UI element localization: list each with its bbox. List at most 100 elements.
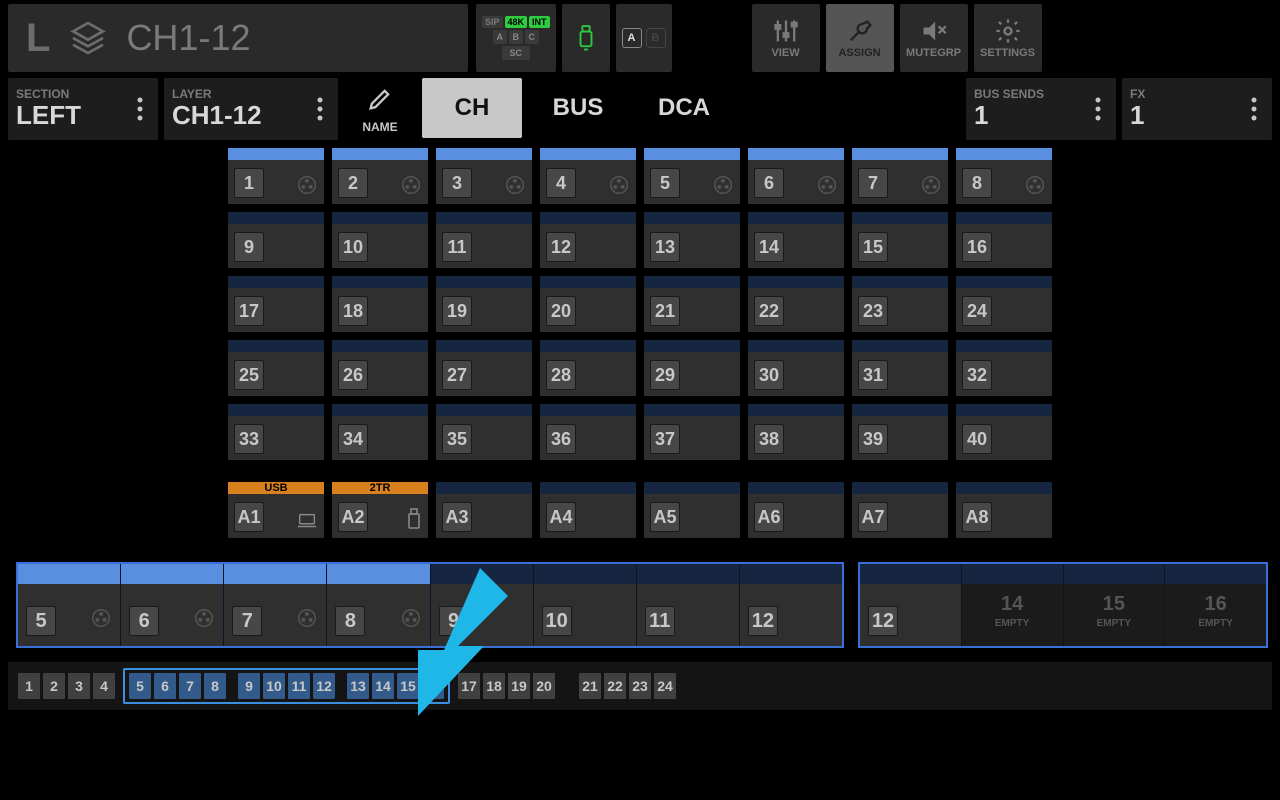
surface-slot[interactable]: 9 [431,564,534,646]
channel-cell[interactable]: 2 [332,148,428,204]
channel-cell[interactable]: 24 [956,276,1052,332]
channel-cell[interactable]: 40 [956,404,1052,460]
channel-cell[interactable]: 38 [748,404,844,460]
aux-cell[interactable]: A4 [540,482,636,538]
more-dots-icon[interactable] [1088,95,1108,123]
channel-cell[interactable]: 15 [852,212,948,268]
section-selector[interactable]: SECTION LEFT [8,78,158,140]
channel-cell[interactable]: 11 [436,212,532,268]
channel-cell[interactable]: 18 [332,276,428,332]
pager-page[interactable]: 13 [347,673,369,699]
pager-page[interactable]: 6 [154,673,176,699]
pager-page[interactable]: 23 [629,673,651,699]
fx-selector[interactable]: FX 1 [1122,78,1272,140]
pager-page[interactable]: 17 [458,673,480,699]
pager-page[interactable]: 3 [68,673,90,699]
channel-cell[interactable]: 8 [956,148,1052,204]
ab-compare-panel[interactable]: A B [616,4,672,72]
channel-cell[interactable]: 16 [956,212,1052,268]
more-dots-icon[interactable] [1244,95,1264,123]
settings-button[interactable]: SETTINGS [974,4,1042,72]
channel-cell[interactable]: 20 [540,276,636,332]
more-dots-icon[interactable] [130,95,150,123]
surface-slot-empty[interactable]: 14EMPTY [962,564,1064,646]
pager-page[interactable]: 15 [397,673,419,699]
pager-page[interactable]: 4 [93,673,115,699]
ab-slot-b[interactable]: B [646,28,666,48]
ab-slot-a[interactable]: A [622,28,642,48]
aux-cell[interactable]: A6 [748,482,844,538]
channel-cell[interactable]: 37 [644,404,740,460]
surface-slot[interactable]: 11 [637,564,740,646]
channel-cell[interactable]: 25 [228,340,324,396]
channel-cell[interactable]: 14 [748,212,844,268]
more-dots-icon[interactable] [310,95,330,123]
channel-cell[interactable]: 27 [436,340,532,396]
pager-page[interactable]: 20 [533,673,555,699]
aux-cell[interactable]: USBA1 [228,482,324,538]
channel-cell[interactable]: 3 [436,148,532,204]
surface-slot[interactable]: 6 [121,564,224,646]
pager-page[interactable]: 18 [483,673,505,699]
channel-cell[interactable]: 34 [332,404,428,460]
layer-selector[interactable]: LAYER CH1-12 [164,78,338,140]
channel-cell[interactable]: 23 [852,276,948,332]
aux-cell[interactable]: A5 [644,482,740,538]
pager-page[interactable]: 19 [508,673,530,699]
channel-cell[interactable]: 12 [540,212,636,268]
surface-slot[interactable]: 10 [534,564,637,646]
aux-cell[interactable]: A3 [436,482,532,538]
pager-page[interactable]: 7 [179,673,201,699]
aux-cell[interactable]: A8 [956,482,1052,538]
channel-cell[interactable]: 21 [644,276,740,332]
pager-page[interactable]: 24 [654,673,676,699]
segment-dca[interactable]: DCA [634,78,734,138]
surface-slot[interactable]: 8 [327,564,430,646]
surface-slot[interactable]: 12 [860,564,962,646]
channel-cell[interactable]: 35 [436,404,532,460]
segment-ch[interactable]: CH [422,78,522,138]
surface-slot[interactable]: 7 [224,564,327,646]
channel-cell[interactable]: 36 [540,404,636,460]
channel-cell[interactable]: 6 [748,148,844,204]
surface-slot-empty[interactable]: 15EMPTY [1064,564,1166,646]
pager-page[interactable]: 22 [604,673,626,699]
channel-cell[interactable]: 28 [540,340,636,396]
channel-cell[interactable]: 33 [228,404,324,460]
channel-cell[interactable]: 22 [748,276,844,332]
channel-cell[interactable]: 19 [436,276,532,332]
channel-cell[interactable]: 17 [228,276,324,332]
pager-page[interactable]: 12 [313,673,335,699]
channel-cell[interactable]: 7 [852,148,948,204]
name-button[interactable]: NAME [344,78,416,140]
channel-cell[interactable]: 26 [332,340,428,396]
channel-cell[interactable]: 13 [644,212,740,268]
pager-page[interactable]: 21 [579,673,601,699]
pager-page[interactable]: 2 [43,673,65,699]
usb-status-button[interactable] [562,4,610,72]
pager-page[interactable]: 1 [18,673,40,699]
channel-cell[interactable]: 31 [852,340,948,396]
segment-bus[interactable]: BUS [528,78,628,138]
pager-page[interactable]: 10 [263,673,285,699]
pager-page[interactable]: 11 [288,673,310,699]
surface-slot[interactable]: 12 [740,564,842,646]
surface-slot[interactable]: 5 [18,564,121,646]
surface-slot-empty[interactable]: 16EMPTY [1165,564,1266,646]
channel-cell[interactable]: 1 [228,148,324,204]
pager-page[interactable]: 9 [238,673,260,699]
aux-cell[interactable]: A7 [852,482,948,538]
channel-cell[interactable]: 4 [540,148,636,204]
bus-sends-selector[interactable]: BUS SENDS 1 [966,78,1116,140]
channel-cell[interactable]: 30 [748,340,844,396]
pager-page[interactable]: 5 [129,673,151,699]
assign-button[interactable]: ASSIGN [826,4,894,72]
channel-cell[interactable]: 10 [332,212,428,268]
channel-cell[interactable]: 29 [644,340,740,396]
pager-page[interactable]: 8 [204,673,226,699]
channel-cell[interactable]: 5 [644,148,740,204]
channel-cell[interactable]: 9 [228,212,324,268]
pager-page[interactable]: 14 [372,673,394,699]
aux-cell[interactable]: 2TRA2 [332,482,428,538]
view-button[interactable]: VIEW [752,4,820,72]
